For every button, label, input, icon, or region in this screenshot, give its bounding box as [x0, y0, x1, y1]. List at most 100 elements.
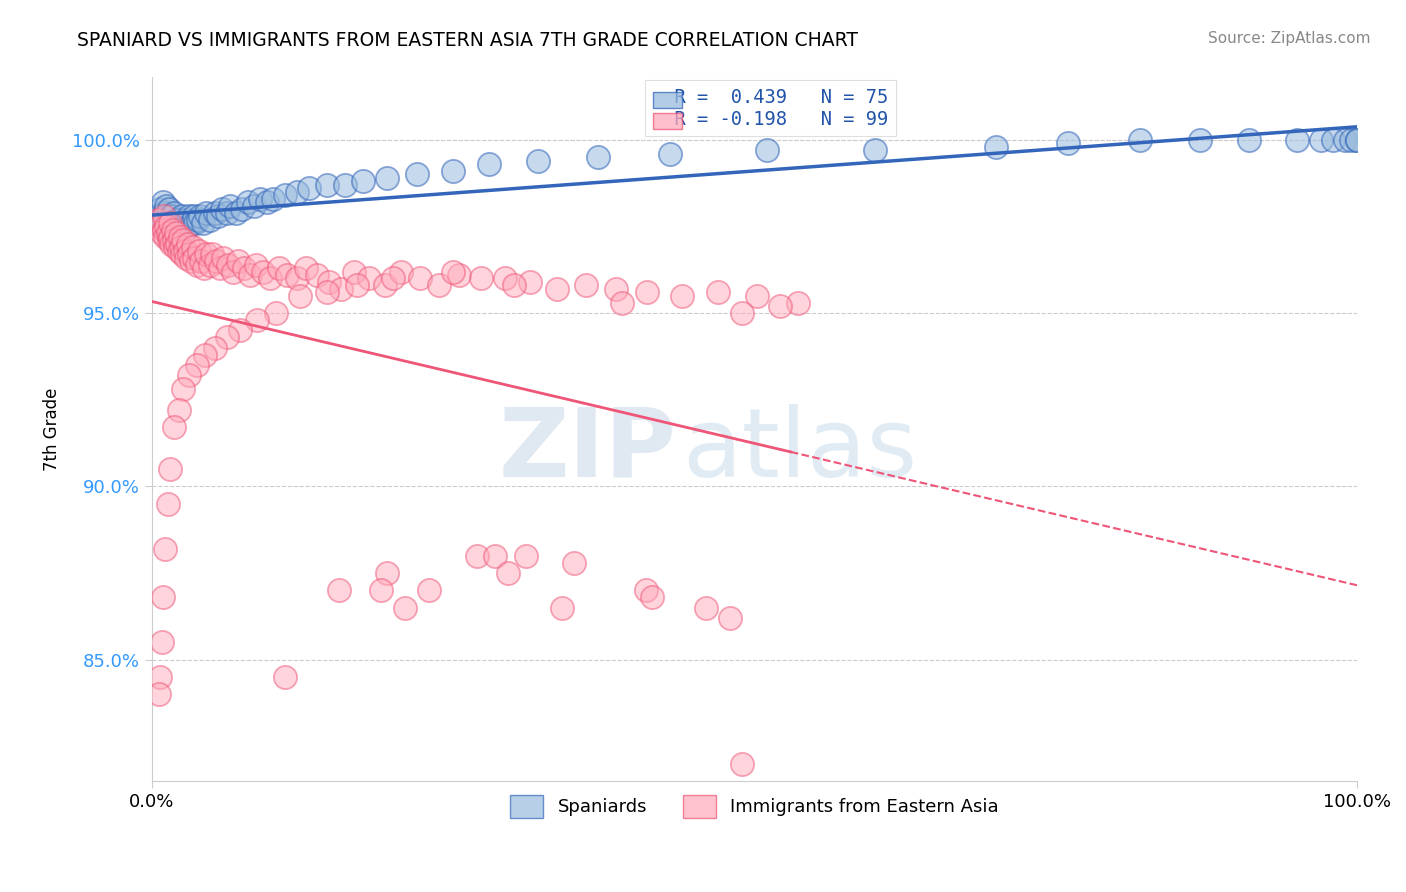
Point [174, 251, 197, 265]
Point [346, 278, 368, 293]
Point [163, 420, 186, 434]
Point [179, 209, 201, 223]
Point [333, 178, 356, 192]
Point [155, 199, 177, 213]
Point [586, 150, 609, 164]
Point [1322, 133, 1344, 147]
Point [159, 216, 181, 230]
Point [150, 635, 173, 649]
Point [211, 202, 233, 216]
Point [245, 258, 267, 272]
Point [695, 600, 717, 615]
Point [162, 223, 184, 237]
Point [370, 583, 392, 598]
Point [163, 216, 186, 230]
Point [166, 236, 188, 251]
Point [162, 219, 184, 234]
Point [177, 219, 200, 234]
Point [1056, 136, 1078, 151]
Point [262, 192, 284, 206]
Point [219, 199, 242, 213]
Point [201, 247, 224, 261]
Point [157, 233, 180, 247]
Point [215, 330, 238, 344]
Legend: Spaniards, Immigrants from Eastern Asia: Spaniards, Immigrants from Eastern Asia [503, 789, 1005, 825]
Point [285, 185, 308, 199]
Point [190, 254, 212, 268]
Point [229, 323, 252, 337]
Text: SPANIARD VS IMMIGRANTS FROM EASTERN ASIA 7TH GRADE CORRELATION CHART: SPANIARD VS IMMIGRANTS FROM EASTERN ASIA… [77, 31, 858, 50]
Point [298, 181, 321, 195]
Point [169, 230, 191, 244]
Point [720, 611, 742, 625]
Point [343, 264, 366, 278]
Point [188, 244, 211, 258]
Point [207, 209, 229, 223]
Point [226, 254, 249, 268]
Point [502, 278, 524, 293]
Point [215, 205, 238, 219]
Point [157, 202, 180, 216]
Point [184, 216, 207, 230]
Point [172, 247, 194, 261]
Point [163, 205, 186, 219]
Point [165, 212, 187, 227]
Point [441, 164, 464, 178]
Point [1285, 133, 1308, 147]
Point [256, 195, 278, 210]
Point [169, 219, 191, 234]
Point [315, 178, 337, 192]
Point [731, 756, 754, 771]
Point [449, 268, 471, 282]
Point [148, 687, 170, 701]
Point [153, 216, 176, 230]
Point [659, 146, 682, 161]
Point [181, 240, 204, 254]
Point [546, 282, 568, 296]
Point [745, 289, 768, 303]
Point [259, 271, 281, 285]
Point [1189, 133, 1212, 147]
Point [769, 299, 792, 313]
Point [273, 188, 295, 202]
Point [494, 271, 516, 285]
Point [172, 383, 194, 397]
Point [212, 251, 235, 265]
Point [186, 258, 208, 272]
Point [382, 271, 405, 285]
Point [285, 271, 308, 285]
Point [163, 233, 186, 247]
Point [1334, 133, 1357, 147]
Point [519, 275, 541, 289]
Point [467, 549, 489, 563]
Point [238, 195, 260, 210]
Point [217, 258, 239, 272]
Point [610, 295, 633, 310]
Point [173, 223, 195, 237]
Point [166, 219, 188, 234]
Point [159, 462, 181, 476]
Point [276, 268, 298, 282]
Text: ZIP: ZIP [498, 404, 676, 497]
Point [641, 591, 664, 605]
Point [243, 199, 266, 213]
Point [1346, 133, 1368, 147]
Point [191, 216, 214, 230]
Point [149, 219, 172, 234]
Point [177, 236, 200, 251]
Point [165, 227, 187, 241]
Point [246, 313, 269, 327]
Point [1340, 133, 1362, 147]
Point [146, 209, 169, 223]
Point [731, 306, 754, 320]
Point [193, 261, 215, 276]
Point [408, 271, 430, 285]
Point [150, 219, 173, 234]
Point [315, 285, 337, 300]
Point [194, 348, 217, 362]
Point [636, 583, 658, 598]
Point [496, 566, 519, 580]
Text: atlas: atlas [682, 404, 917, 497]
Point [167, 212, 190, 227]
Point [290, 289, 312, 303]
